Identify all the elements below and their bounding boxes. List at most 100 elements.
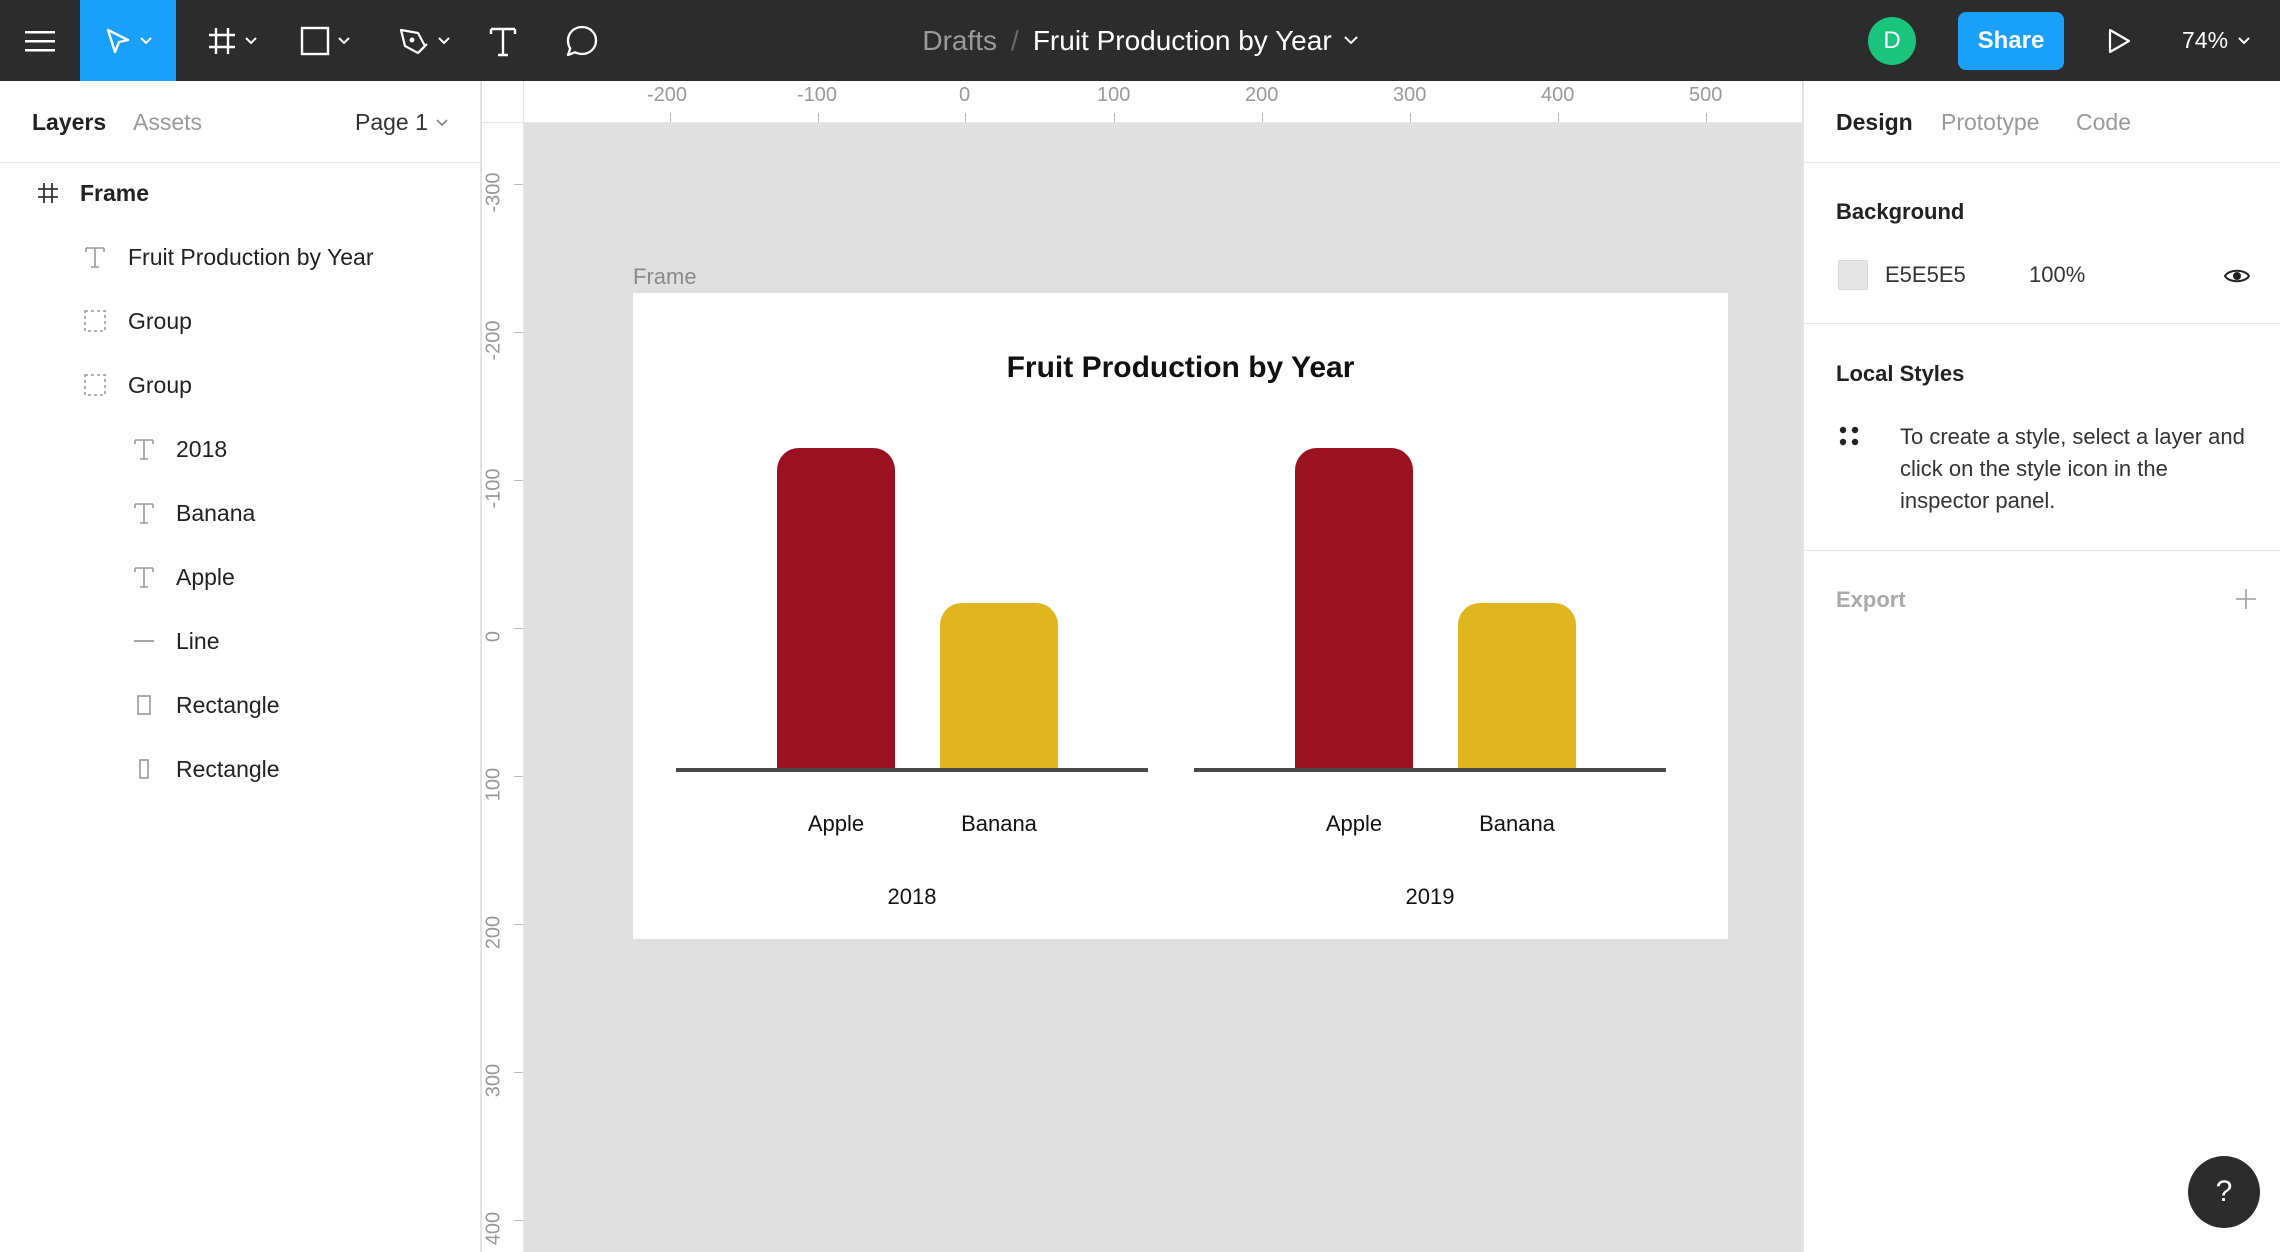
comment-tool-button[interactable] (550, 0, 614, 81)
tab-design[interactable]: Design (1836, 109, 1913, 135)
text-tool-button[interactable] (472, 0, 534, 81)
layer-name: Line (176, 627, 220, 654)
shape-tool-button[interactable] (286, 0, 364, 81)
frame-tool-button[interactable] (196, 0, 268, 81)
ruler-tick-label: 100 (1097, 84, 1131, 106)
chevron-down-icon (140, 36, 152, 45)
vertical-ruler: -300 -200 -100 0 100 200 300 400 (482, 81, 524, 1252)
ruler-tick (1706, 113, 1707, 122)
chevron-down-icon (1343, 36, 1358, 45)
file-title-menu[interactable]: Fruit Production by Year (1033, 25, 1358, 57)
chevron-down-icon (245, 36, 257, 45)
ruler-tick (514, 1072, 523, 1073)
ruler-tick-label: 100 (482, 767, 505, 802)
page-selector-label: Page 1 (355, 109, 428, 135)
canvas[interactable]: Frame Fruit Production by Year Apple Bana… (524, 123, 1802, 1252)
chart-title: Fruit Production by Year (1006, 351, 1355, 384)
plus-icon[interactable] (2232, 585, 2260, 613)
avatar[interactable]: D (1868, 17, 1916, 65)
zoom-menu[interactable]: 74% (2182, 0, 2250, 81)
tab-code[interactable]: Code (2076, 109, 2131, 135)
ruler-tick-label: 500 (1689, 84, 1723, 106)
layer-text-2018[interactable]: 2018 (0, 419, 480, 479)
layer-rectangle[interactable]: Rectangle (0, 675, 480, 735)
ruler-tick (818, 113, 819, 122)
ruler-tick (514, 628, 523, 629)
ruler-tick-label: -200 (647, 84, 688, 106)
present-button[interactable] (2096, 18, 2142, 64)
layer-frame[interactable]: Frame (0, 163, 480, 223)
baseline-line[interactable] (1194, 768, 1666, 772)
layer-title-text[interactable]: Fruit Production by Year (0, 227, 480, 287)
chevron-down-icon (2238, 36, 2250, 44)
ruler-corner (482, 81, 524, 123)
baseline-line[interactable] (676, 768, 1148, 772)
layer-rectangle[interactable]: Rectangle (0, 739, 480, 799)
layer-name: Group (128, 371, 192, 398)
group-icon (81, 307, 109, 335)
chevron-down-icon (438, 36, 450, 45)
frame-icon (34, 179, 62, 207)
category-label: Apple (1325, 811, 1383, 836)
move-icon (104, 27, 132, 55)
tab-layers[interactable]: Layers (32, 109, 107, 135)
ruler-tick-label: -200 (482, 320, 505, 361)
pen-tool-button[interactable] (384, 0, 464, 81)
ruler-tick (514, 480, 523, 481)
help-button[interactable]: ? (2188, 1156, 2260, 1228)
eye-icon[interactable] (2221, 260, 2253, 292)
ruler-tick-label: -100 (482, 468, 505, 509)
text-icon (130, 563, 158, 591)
share-button[interactable]: Share (1958, 12, 2064, 70)
tab-assets[interactable]: Assets (133, 109, 203, 135)
layer-text-apple[interactable]: Apple (0, 547, 480, 607)
chart-bar-apple-2019[interactable] (1295, 448, 1413, 770)
breadcrumb-drafts-link[interactable]: Drafts (922, 24, 998, 56)
chart-bar-apple-2018[interactable] (777, 448, 895, 770)
layer-name: Rectangle (176, 755, 280, 782)
layer-line[interactable]: Line (0, 611, 480, 671)
ruler-tick (670, 113, 671, 122)
ruler-tick-label: 300 (1393, 84, 1427, 106)
layer-text-banana[interactable]: Banana (0, 483, 480, 543)
ruler-tick (514, 1220, 523, 1221)
group-label: 2019 (1405, 884, 1455, 909)
page-selector[interactable]: Page 1 (355, 109, 448, 136)
background-section-title: Background (1836, 199, 1965, 224)
toolbar: Drafts / Fruit Production by Year D Shar… (0, 0, 2280, 81)
chart-bar-banana-2018[interactable] (940, 602, 1058, 770)
category-label: Banana (961, 811, 1037, 836)
inspector-panel: Design Prototype Code Background E5E5E5 … (1803, 81, 2280, 1252)
ruler-tick-label: 0 (959, 84, 971, 106)
section-divider (1804, 550, 2280, 551)
ruler-tick-label: 400 (1541, 84, 1575, 106)
ruler-tick (1114, 113, 1115, 122)
layer-group[interactable]: Group (0, 355, 480, 415)
ruler-tick (514, 332, 523, 333)
horizontal-ruler: -200 -100 0 100 200 300 400 500 (482, 81, 1802, 123)
frame[interactable]: Fruit Production by Year Apple Banana 2018… (633, 293, 1728, 939)
layer-group[interactable]: Group (0, 291, 480, 351)
text-icon (130, 435, 158, 463)
menu-icon[interactable] (0, 0, 80, 81)
category-label: Apple (807, 811, 865, 836)
background-hex-input[interactable]: E5E5E5 (1885, 262, 1966, 287)
file-title: Fruit Production by Year (1032, 24, 1332, 56)
layer-name: Banana (176, 499, 256, 526)
chart-bar-banana-2019[interactable] (1458, 602, 1576, 770)
ruler-tick (1262, 113, 1263, 122)
background-opacity-input[interactable]: 100% (2029, 262, 2086, 287)
move-tool-button[interactable] (80, 0, 176, 81)
layer-name: Rectangle (176, 691, 280, 718)
ruler-tick (514, 924, 523, 925)
tab-prototype[interactable]: Prototype (1941, 109, 2040, 135)
ruler-tick-label: 200 (482, 915, 505, 950)
category-label: Banana (1479, 811, 1555, 836)
text-icon (489, 25, 517, 57)
background-color-swatch[interactable] (1838, 260, 1868, 290)
left-panel-tabs: Layers Assets Page 1 (0, 81, 480, 163)
breadcrumb: Drafts / Fruit Production by Year (0, 0, 2280, 81)
ruler-tick-label: 0 (482, 630, 505, 643)
local-styles-title: Local Styles (1836, 361, 1965, 386)
frame-label[interactable]: Frame (633, 264, 697, 289)
